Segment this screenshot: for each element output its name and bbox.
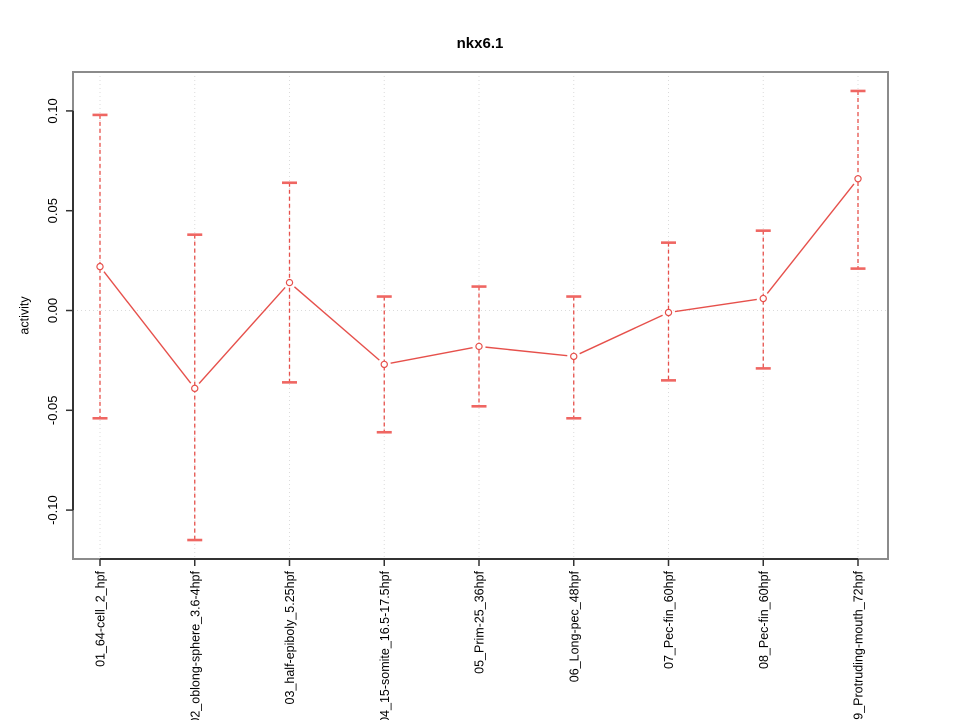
series-line	[103, 183, 855, 384]
y-axis: 0.10 0.05 0.00 -0.05 -0.10	[45, 98, 74, 525]
data-point	[96, 262, 104, 271]
data-point	[285, 278, 294, 287]
x-tick-label: 06_Long-pec_48hpf	[567, 570, 581, 682]
x-tick-label: 03_half-epiboly_5.25hpf	[283, 570, 297, 704]
line-segment	[485, 346, 568, 357]
x-tick-label: 05_Prim-25_36hpf	[473, 570, 487, 673]
x-tick-label: 01_64-cell_2_hpf	[94, 570, 108, 666]
line-segment	[579, 314, 663, 355]
data-point	[380, 360, 388, 369]
data-point	[664, 308, 673, 317]
data-points	[96, 175, 862, 393]
data-point	[475, 342, 483, 351]
chart-title: nkx6.1	[456, 35, 504, 52]
y-tick-label: 0.10	[45, 98, 60, 123]
x-tick-label: 08_Pec-fin_60hpf	[757, 570, 771, 669]
y-tick-label: 0.05	[45, 198, 60, 223]
x-tick-label: 04_15-somite_16.5-17.5hpf	[378, 570, 392, 720]
y-axis-label: activity	[17, 296, 32, 335]
data-point	[854, 175, 862, 183]
data-point	[570, 352, 578, 361]
line-segment	[293, 286, 380, 361]
x-tick-label: 02_oblong-sphere_3.6-4hpf	[188, 570, 202, 720]
data-point	[191, 384, 199, 393]
line-segment	[103, 271, 192, 384]
x-tick-label: 09_Protruding-mouth_72hpf	[852, 570, 866, 720]
line-segment	[766, 183, 855, 294]
line-segment	[198, 286, 286, 384]
x-tick-label: 07_Pec-fin_60hpf	[662, 570, 676, 669]
line-segment	[674, 298, 757, 313]
line-segment	[390, 346, 473, 364]
y-tick-label: 0.00	[45, 298, 60, 323]
data-point	[759, 294, 767, 303]
x-axis: 01_64-cell_2_hpf 02_oblong-sphere_3.6-4hp…	[94, 558, 866, 720]
y-tick-label: -0.10	[45, 495, 60, 525]
y-tick-label: -0.05	[45, 395, 60, 425]
